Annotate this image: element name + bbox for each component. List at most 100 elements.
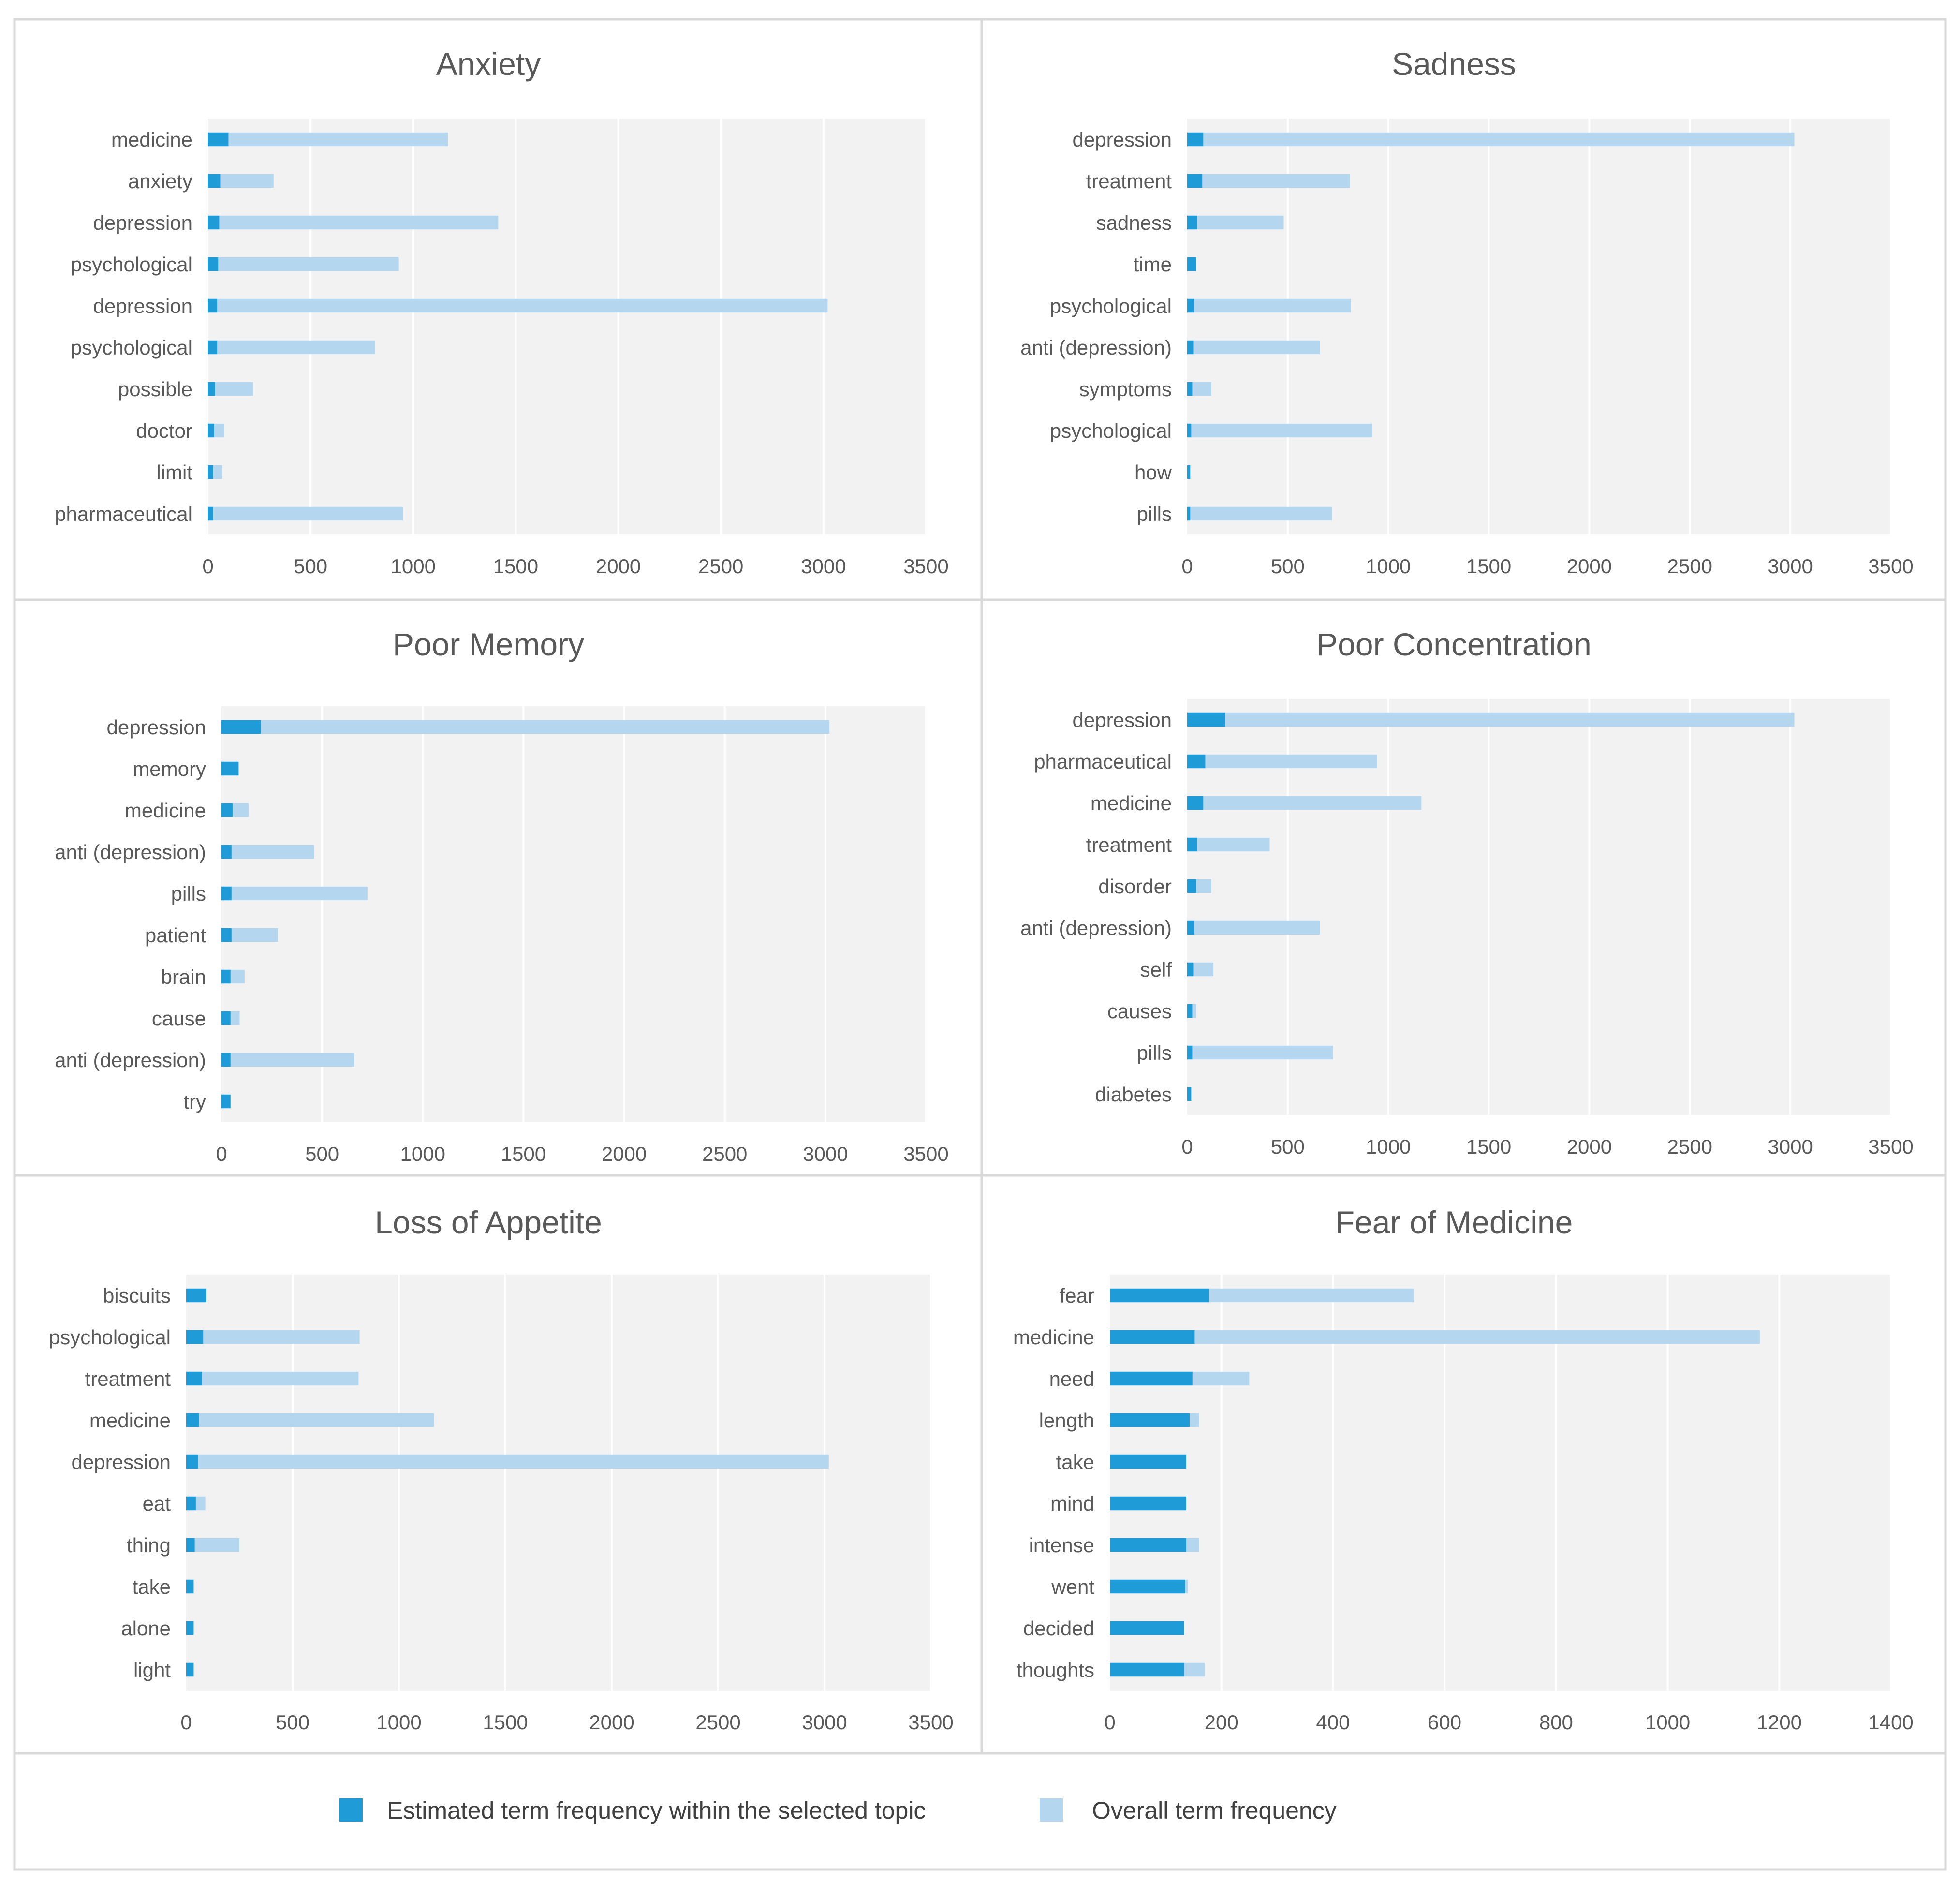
- x-tick-label: 0: [180, 1711, 192, 1734]
- chart-title: Sadness: [1392, 46, 1516, 82]
- overall-frequency-bar: [186, 1371, 359, 1386]
- topic-frequency-bar: [1187, 754, 1206, 769]
- x-tick-label: 1500: [1466, 1135, 1511, 1158]
- topic-frequency-bar: [1187, 174, 1203, 188]
- overall-frequency-bar: [1187, 712, 1795, 727]
- category-label: try: [183, 1090, 206, 1113]
- category-label: pharmaceutical: [1034, 750, 1172, 773]
- category-label: depression: [72, 1451, 171, 1473]
- category-label: pills: [171, 882, 206, 905]
- category-label: self: [1140, 958, 1172, 981]
- topic-frequency-bar: [208, 506, 213, 521]
- category-label: time: [1134, 253, 1172, 276]
- chart-title: Anxiety: [436, 46, 541, 82]
- plot-area: [1187, 119, 1891, 534]
- chart-panel-3: Poor Memory 0 500 1000 1500 2000 2500 3000 3500 d…: [13, 598, 983, 1177]
- topic-frequency-bar: [186, 1496, 196, 1511]
- topic-frequency-bar: [1187, 340, 1194, 355]
- topic-frequency-bar: [1187, 712, 1225, 727]
- topic-frequency-bar: [186, 1330, 204, 1344]
- topic-frequency-bar: [208, 382, 215, 396]
- topic-frequency-bar: [1110, 1579, 1185, 1594]
- overall-frequency-bar: [1187, 340, 1320, 355]
- x-tick-label: 3500: [903, 1142, 948, 1165]
- topic-frequency-bar: [221, 720, 261, 734]
- topic-frequency-bar: [208, 340, 218, 355]
- category-label: anti (depression): [55, 841, 206, 863]
- topic-frequency-bar: [1187, 298, 1194, 313]
- topic-frequency-bar: [1110, 1371, 1193, 1386]
- legend-topic-label: Estimated term frequency within the sele…: [387, 1797, 926, 1824]
- topic-frequency-bar: [1187, 879, 1196, 893]
- x-tick-label: 1500: [501, 1142, 546, 1165]
- chart-panel-6: Fear of Medicine 0 200 400 600 800 1000 1200 140…: [980, 1174, 1947, 1755]
- overall-frequency-bar: [221, 886, 368, 901]
- x-tick-label: 2000: [1567, 555, 1612, 578]
- topic-frequency-bar: [186, 1662, 194, 1677]
- overall-frequency-bar: [186, 1330, 360, 1344]
- x-tick-label: 1000: [376, 1711, 421, 1734]
- overall-frequency-bar: [1187, 215, 1284, 230]
- category-label: psychological: [71, 336, 192, 359]
- chart-panel-4: Poor Concentration 0 500 1000 1500 2000 2500 30…: [980, 598, 1947, 1177]
- x-tick-label: 3500: [1868, 555, 1913, 578]
- category-label: pharmaceutical: [55, 503, 192, 525]
- x-tick-label: 3500: [908, 1711, 953, 1734]
- category-label: causes: [1107, 1000, 1172, 1023]
- topic-frequency-bar: [1110, 1330, 1195, 1344]
- x-tick-label: 3000: [802, 1711, 847, 1734]
- category-label: medicine: [1013, 1326, 1094, 1349]
- category-label: biscuits: [103, 1284, 171, 1307]
- x-tick-label: 1500: [493, 555, 538, 578]
- category-label: disorder: [1098, 875, 1172, 898]
- overall-frequency-bar: [208, 132, 448, 147]
- category-label: diabetes: [1095, 1083, 1172, 1106]
- category-label: medicine: [125, 799, 206, 822]
- topic-frequency-bar: [1187, 423, 1192, 438]
- topic-frequency-bar: [186, 1538, 195, 1552]
- category-label: how: [1135, 461, 1172, 484]
- x-tick-label: 600: [1428, 1711, 1461, 1734]
- category-label: pills: [1137, 503, 1172, 525]
- x-tick-label: 500: [294, 555, 327, 578]
- x-tick-label: 2500: [698, 555, 743, 578]
- category-label: psychological: [1050, 295, 1172, 317]
- x-tick-label: 1000: [400, 1142, 445, 1165]
- topic-frequency-bar: [1110, 1288, 1209, 1303]
- topic-frequency-bar: [1187, 215, 1197, 230]
- category-label: medicine: [1091, 792, 1172, 815]
- topic-frequency-bar: [1187, 506, 1191, 521]
- category-label: treatment: [85, 1367, 171, 1390]
- chart-panel-5: Loss of Appetite 0 500 1000 1500 2000 2500 3000…: [13, 1174, 983, 1755]
- topic-frequency-bar: [1187, 1087, 1192, 1101]
- plot-area: [1110, 1275, 1891, 1691]
- category-label: depression: [1073, 709, 1172, 731]
- topic-frequency-bar: [1187, 796, 1204, 810]
- category-label: memory: [133, 757, 206, 780]
- overall-frequency-bar: [208, 215, 499, 230]
- x-tick-label: 3000: [803, 1142, 848, 1165]
- overall-frequency-bar: [186, 1454, 829, 1469]
- topic-frequency-bar: [221, 1011, 231, 1025]
- x-tick-label: 1200: [1757, 1711, 1802, 1734]
- x-tick-label: 2000: [589, 1711, 634, 1734]
- overall-frequency-bar: [186, 1538, 239, 1552]
- category-label: symptoms: [1079, 378, 1172, 401]
- x-tick-label: 1400: [1868, 1711, 1913, 1734]
- topic-frequency-bar: [221, 1053, 231, 1067]
- topic-frequency-bar: [186, 1413, 199, 1427]
- x-tick-label: 400: [1316, 1711, 1350, 1734]
- category-label: depression: [93, 211, 192, 234]
- x-tick-label: 500: [305, 1142, 339, 1165]
- topic-frequency-bar: [1187, 962, 1194, 977]
- x-tick-label: 3500: [1868, 1135, 1913, 1158]
- topic-frequency-bar: [1187, 132, 1204, 147]
- category-label: anti (depression): [1020, 917, 1172, 939]
- x-tick-label: 2000: [596, 555, 641, 578]
- category-label: treatment: [1086, 833, 1172, 856]
- category-label: sadness: [1096, 211, 1172, 234]
- chart-panels: Anxiety 0 500 1000 1500 2000 2500 3000 3500 medic…: [13, 18, 1947, 1755]
- x-tick-label: 500: [1271, 1135, 1305, 1158]
- chart-title: Poor Concentration: [1316, 626, 1592, 662]
